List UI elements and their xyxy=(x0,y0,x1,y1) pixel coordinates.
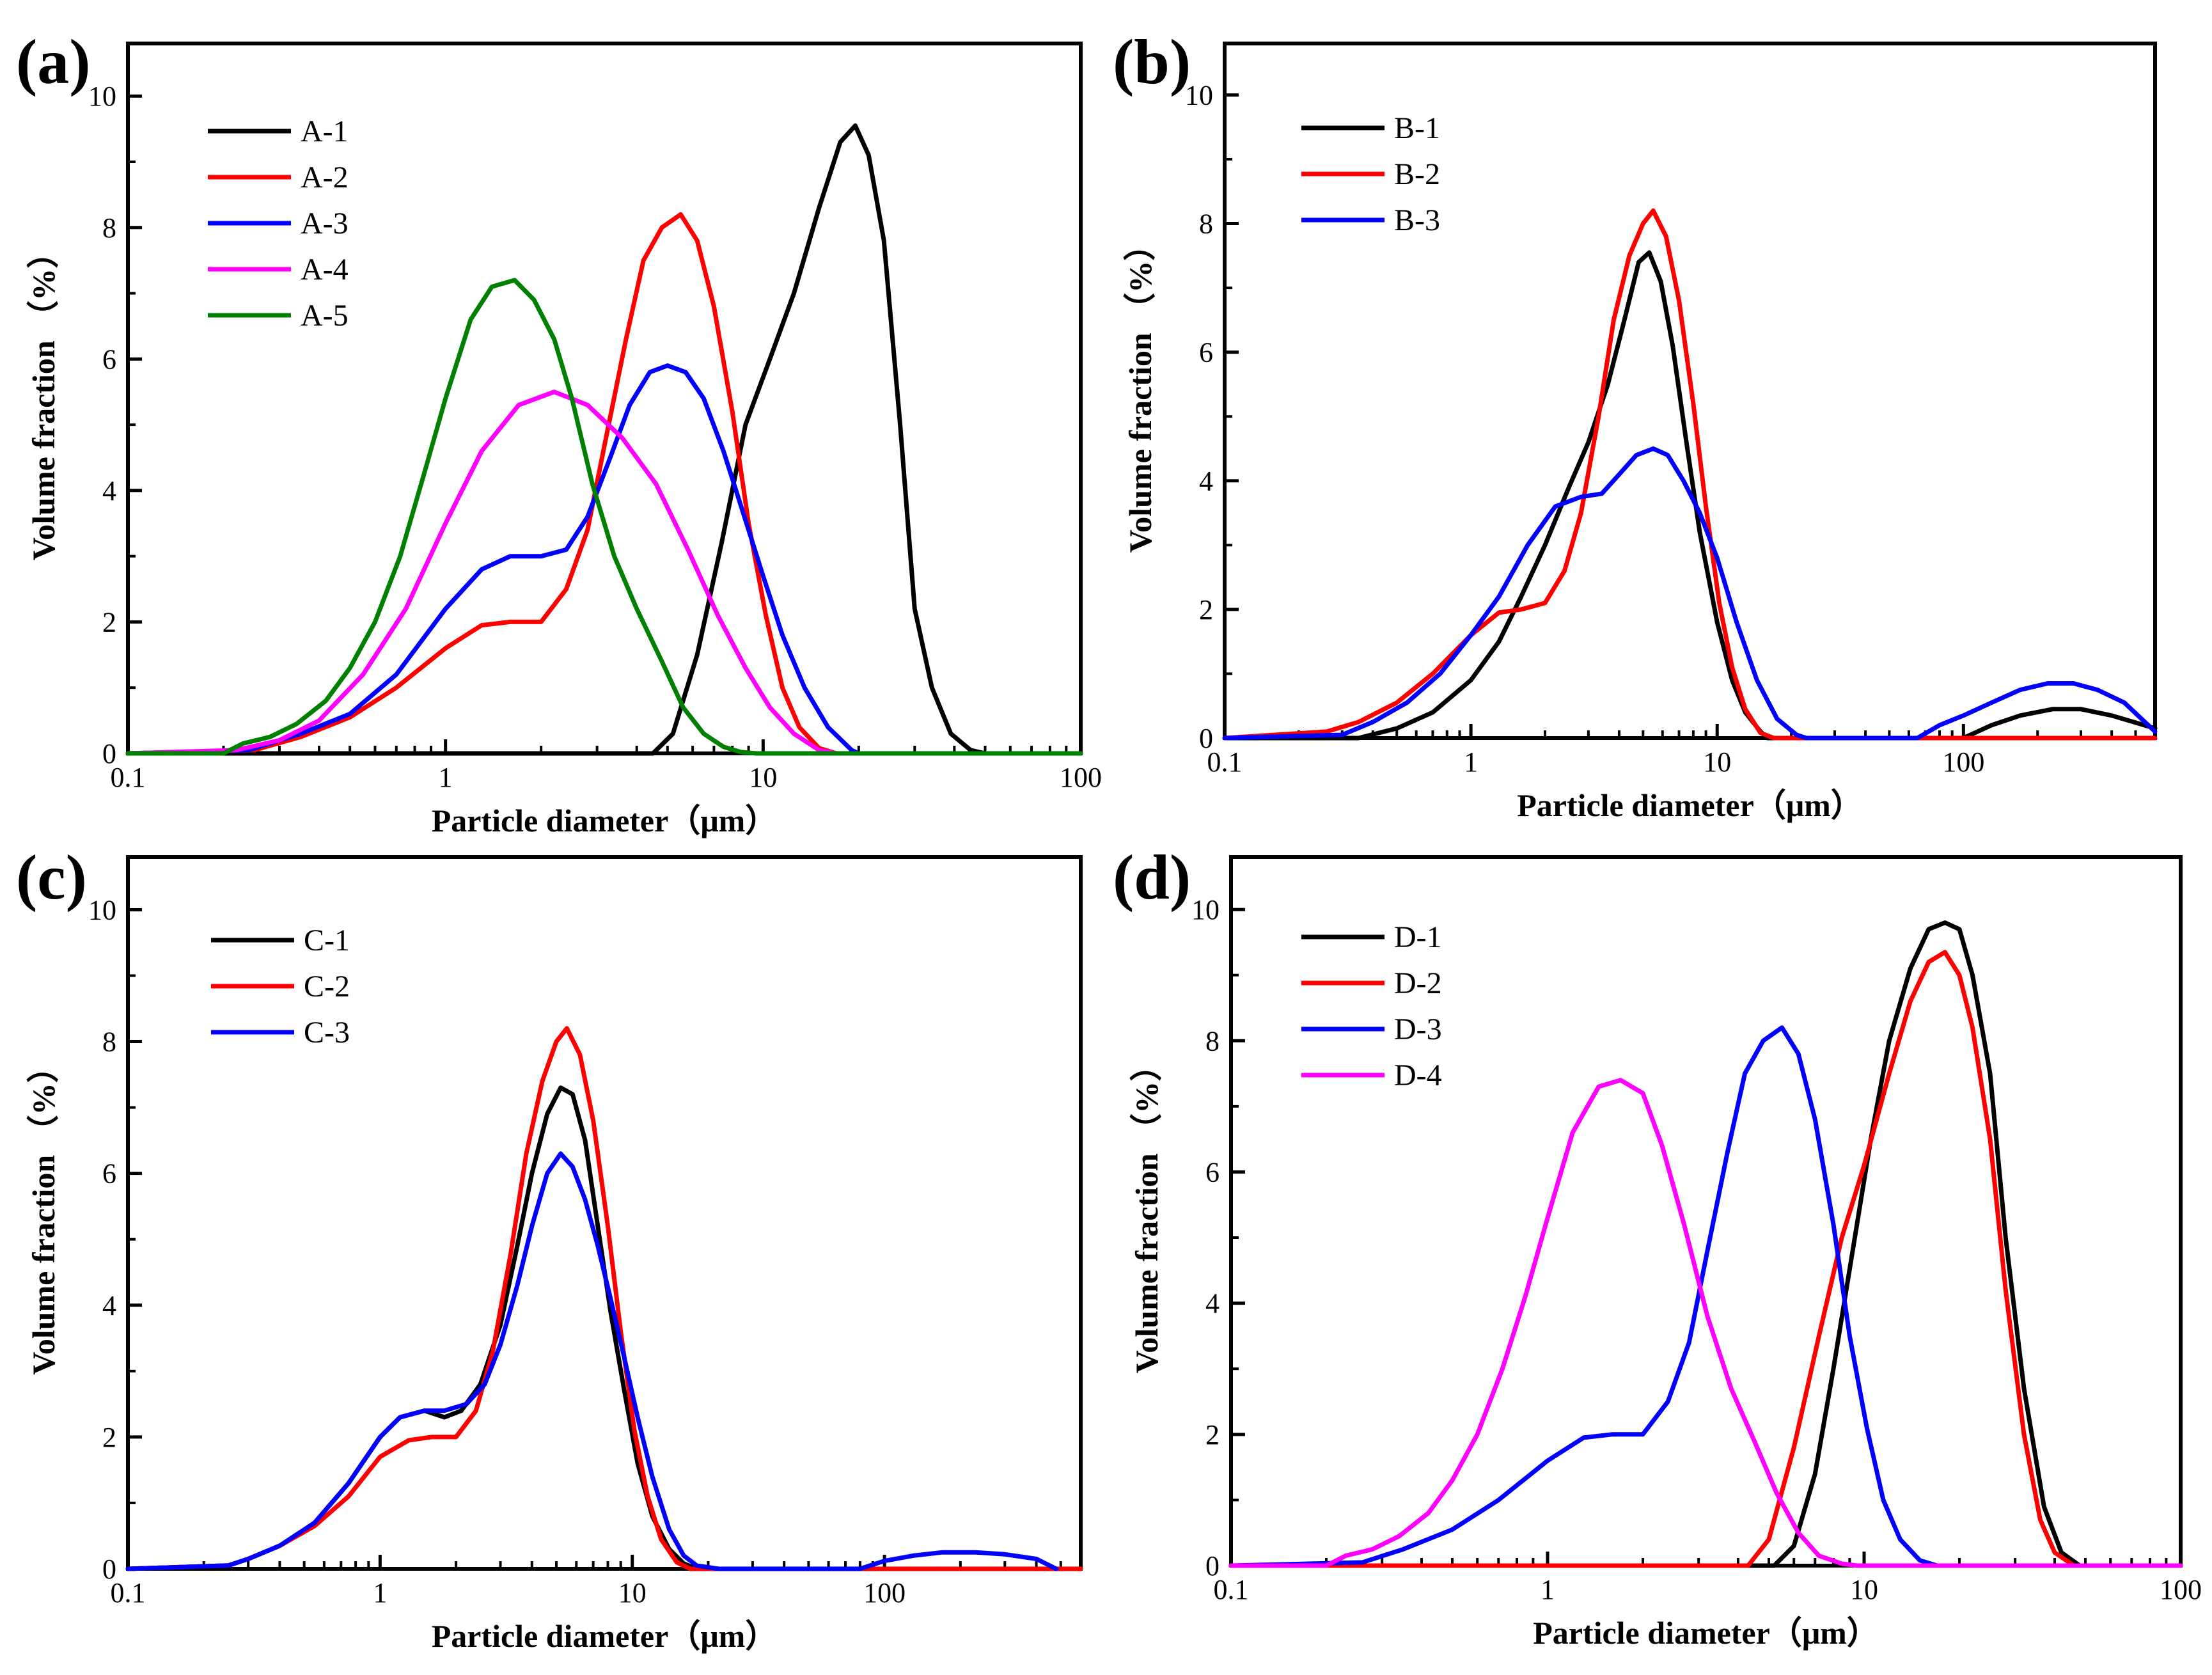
y-tick-label: 0 xyxy=(1199,723,1213,754)
y-tick-label: 6 xyxy=(102,1158,116,1190)
series-line-A-1 xyxy=(125,123,1083,756)
y-tick-label: 10 xyxy=(88,81,116,112)
panel-c: 0.1 1 10 100 0 2 4 6 8 10 Particle diameter（μm） Vol… xyxy=(16,842,1083,1654)
legend-label-D-2: D-2 xyxy=(1394,966,1442,1000)
y-axis-label: Volume fraction （%） xyxy=(1122,229,1158,553)
series-line-D-3 xyxy=(1228,1025,2183,1568)
legend-label-D-4: D-4 xyxy=(1394,1058,1442,1092)
legend-label-A-2: A-2 xyxy=(301,161,349,194)
x-tick-label: 1 xyxy=(1541,1574,1555,1605)
legend-label-D-3: D-3 xyxy=(1394,1012,1442,1046)
x-tick-label: 10 xyxy=(618,1577,647,1608)
y-tick-label: 8 xyxy=(1199,208,1213,240)
series-line-B-2 xyxy=(1222,208,2158,741)
x-tick-label: 0.1 xyxy=(111,1577,146,1608)
x-tick-label: 10 xyxy=(1850,1574,1878,1605)
legend-label-A-5: A-5 xyxy=(301,299,349,333)
legend-label-C-1: C-1 xyxy=(304,924,350,957)
y-axis-label: Volume fraction （%） xyxy=(1129,1050,1165,1373)
panel-label: (b) xyxy=(1113,26,1191,97)
y-tick-label: 2 xyxy=(1199,594,1213,625)
y-tick-label: 0 xyxy=(1205,1550,1220,1582)
y-tick-label: 0 xyxy=(102,1553,116,1585)
series-line-B-3 xyxy=(1222,446,2158,741)
series-line-A-2 xyxy=(125,212,1083,756)
legend-label-A-4: A-4 xyxy=(301,253,349,287)
series-line-B-1 xyxy=(1222,250,2158,741)
panel-b: 0.1 1 10 100 0 2 4 6 8 10 Particle diameter（μm） Vol… xyxy=(1113,26,2158,823)
series-line-D-2 xyxy=(1228,950,2183,1568)
y-tick-label: 10 xyxy=(1191,894,1220,925)
y-tick-label: 4 xyxy=(1199,466,1213,497)
y-tick-label: 4 xyxy=(102,475,116,507)
legend-label-B-1: B-1 xyxy=(1394,111,1440,145)
x-tick-label: 100 xyxy=(1060,762,1102,793)
x-tick-label: 0.1 xyxy=(1214,1574,1249,1605)
series-line-D-4 xyxy=(1228,1078,2183,1568)
panel-label: (c) xyxy=(16,842,87,913)
x-tick-label: 0.1 xyxy=(111,762,146,793)
y-tick-label: 2 xyxy=(102,606,116,638)
y-tick-label: 8 xyxy=(102,212,116,244)
plot-frame xyxy=(126,42,1083,755)
series-line-A-3 xyxy=(125,363,1083,756)
y-tick-label: 6 xyxy=(1205,1156,1220,1188)
y-axis-label: Volume fraction （%） xyxy=(26,1051,61,1374)
panel-label: (a) xyxy=(16,26,91,97)
y-tick-label: 8 xyxy=(1205,1025,1220,1057)
y-tick-label: 6 xyxy=(1199,337,1213,368)
series-line-A-4 xyxy=(125,389,1083,756)
legend-label-A-3: A-3 xyxy=(301,207,349,240)
x-tick-label: 10 xyxy=(749,762,777,793)
y-tick-label: 10 xyxy=(1185,79,1213,111)
y-tick-label: 4 xyxy=(1205,1288,1220,1319)
x-tick-label: 100 xyxy=(1942,746,1984,778)
y-tick-label: 10 xyxy=(88,894,116,925)
x-tick-label: 1 xyxy=(1464,746,1478,778)
x-tick-label: 100 xyxy=(863,1577,906,1608)
y-axis-label: Volume fraction （%） xyxy=(26,237,61,560)
legend-label-A-1: A-1 xyxy=(301,114,349,148)
x-tick-label: 10 xyxy=(1703,746,1731,778)
x-axis-label: Particle diameter（μm） xyxy=(432,1618,778,1654)
y-tick-label: 2 xyxy=(102,1422,116,1453)
series-line-C-1 xyxy=(125,1085,1083,1571)
legend-label-C-3: C-3 xyxy=(304,1016,350,1050)
legend-label-D-1: D-1 xyxy=(1394,920,1442,954)
legend-label-C-2: C-2 xyxy=(304,970,350,1003)
x-tick-label: 1 xyxy=(439,762,453,793)
x-tick-label: 0.1 xyxy=(1207,746,1243,778)
series-line-C-3 xyxy=(125,1151,1059,1571)
plot-frame xyxy=(1223,42,2157,740)
x-axis-label: Particle diameter（μm） xyxy=(1517,787,1863,823)
x-tick-label: 1 xyxy=(373,1577,387,1608)
x-axis-label: Particle diameter（μm） xyxy=(1533,1615,1879,1651)
panel-label: (d) xyxy=(1113,842,1191,913)
legend-label-B-2: B-2 xyxy=(1394,157,1440,191)
y-tick-label: 2 xyxy=(1205,1419,1220,1451)
y-tick-label: 0 xyxy=(102,738,116,769)
plot-frame xyxy=(126,855,1083,1571)
series-line-C-2 xyxy=(125,1026,1083,1571)
panel-a: 0.1 1 10 100 0 2 4 6 8 10 Particle diameter（μm） Vol… xyxy=(16,26,1102,838)
legend-label-B-3: B-3 xyxy=(1394,203,1440,237)
series-line-A-5 xyxy=(125,278,1083,756)
y-tick-label: 4 xyxy=(102,1290,116,1321)
series-line-D-1 xyxy=(1228,920,2183,1568)
y-tick-label: 8 xyxy=(102,1026,116,1058)
x-axis-label: Particle diameter（μm） xyxy=(432,803,778,838)
x-tick-label: 100 xyxy=(2160,1574,2202,1605)
panel-d: 0.1 1 10 100 0 2 4 6 8 10 Particle diameter（μm） Vol… xyxy=(1113,842,2202,1651)
y-tick-label: 6 xyxy=(102,343,116,375)
